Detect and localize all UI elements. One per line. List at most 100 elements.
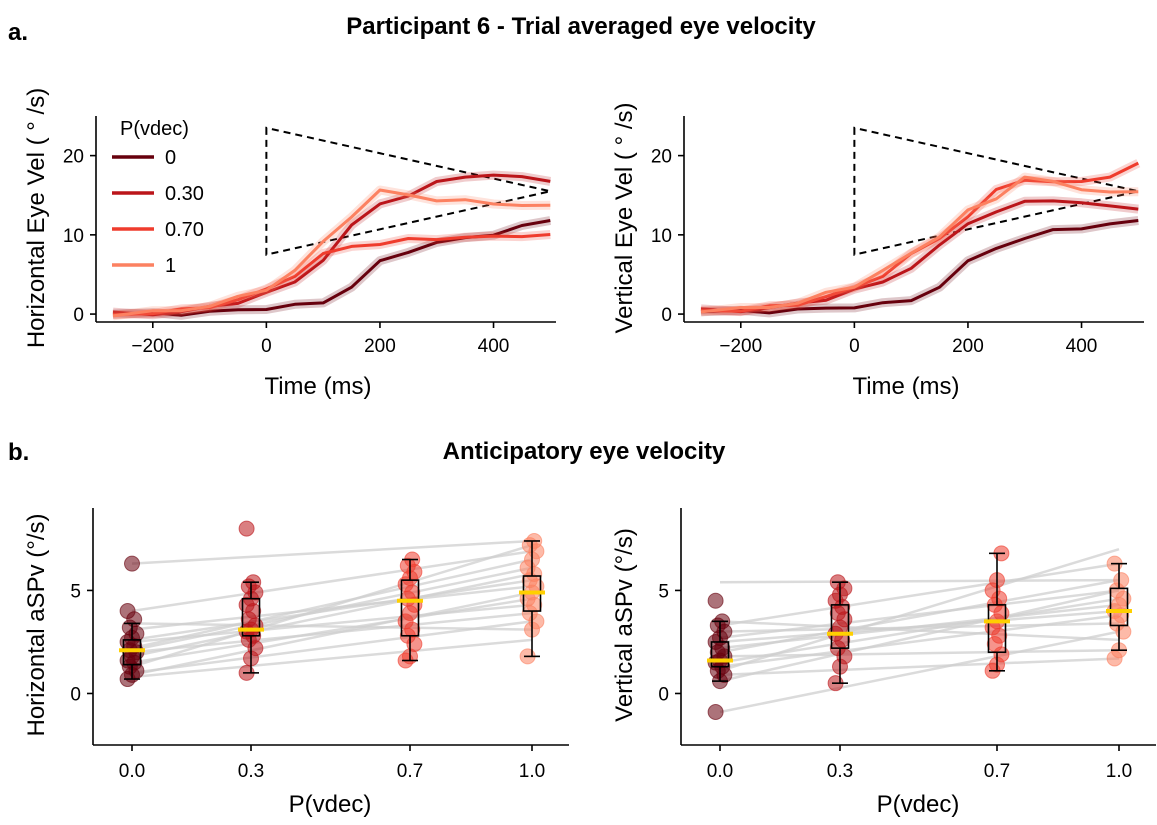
subject-line [719, 657, 1120, 677]
horizontal-velocity-lines [112, 170, 552, 321]
legend-label-0: 0 [165, 147, 176, 169]
y-tick-label: 10 [651, 226, 672, 247]
series-line-1 [700, 175, 1139, 314]
x-tick-label: 0 [849, 336, 860, 357]
y-tick-label: 20 [651, 147, 672, 168]
subject-line [719, 589, 1120, 640]
b-right-ylabel: Vertical aSPv (°/s) [611, 528, 638, 722]
box-iqr [241, 597, 261, 637]
legend-label-1: 1 [165, 255, 176, 277]
y-tick-label: 5 [658, 581, 669, 602]
legend-label-0.70: 0.70 [165, 219, 204, 241]
x-tick-label: −200 [719, 336, 762, 357]
series-line-1 [112, 188, 551, 318]
x-tick-label: 0.0 [119, 761, 145, 782]
data-point [1113, 572, 1130, 589]
subject-line [131, 550, 533, 613]
box-iqr [400, 579, 420, 637]
x-tick-label: 0.3 [827, 761, 853, 782]
legend-title: P(vdec) [120, 118, 189, 140]
y-tick-label: 0 [661, 305, 672, 326]
y-tick-label: 20 [63, 147, 84, 168]
panel-b-letter: b. [8, 439, 29, 466]
x-tick-label: 400 [478, 336, 510, 357]
vertical-aspv-marks [707, 545, 1132, 721]
x-tick-label: 200 [952, 336, 984, 357]
x-tick-label: 0.7 [984, 761, 1010, 782]
y-tick-label: 0 [70, 684, 81, 705]
vertical-velocity-lines [700, 159, 1141, 318]
box-iqr [987, 604, 1007, 654]
subject-line [131, 603, 533, 644]
data-point [238, 520, 255, 537]
panel-a-title: Participant 6 - Trial averaged eye veloc… [346, 13, 816, 40]
a-left-ylabel: Horizontal Eye Vel ( ° /s) [23, 88, 50, 348]
box-iqr [830, 604, 850, 649]
vertical-aspv-axes: 0.0 0.3 0.7 1.0 0 5 [658, 508, 1156, 782]
x-tick-label: 400 [1066, 336, 1098, 357]
box-iqr [1109, 587, 1129, 627]
legend: P(vdec) 0 0.30 0.70 1 [112, 118, 204, 277]
horizontal-aspv-axes: 0.0 0.3 0.7 1.0 0 5 [70, 508, 569, 782]
horizontal-aspv-marks [119, 520, 545, 688]
subject-line [131, 622, 533, 631]
subject-line [719, 648, 1120, 658]
y-tick-label: 0 [73, 305, 84, 326]
y-tick-label: 5 [70, 581, 81, 602]
x-tick-label: −200 [131, 336, 174, 357]
x-tick-label: 200 [364, 336, 396, 357]
x-tick-label: 1.0 [1106, 761, 1132, 782]
data-point [707, 704, 724, 721]
subject-line [719, 603, 1120, 650]
data-point [124, 555, 140, 572]
y-tick-label: 0 [658, 684, 669, 705]
subject-line [131, 585, 533, 631]
subject-line [131, 558, 533, 650]
subject-line [131, 638, 533, 679]
b-left-ylabel: Horizontal aSPv (°/s) [23, 514, 50, 737]
panel-a-letter: a. [8, 19, 28, 46]
subject-line [131, 572, 533, 658]
x-tick-label: 0.3 [238, 761, 264, 782]
dashed-triangle [265, 126, 551, 256]
a-right-ylabel: Vertical Eye Vel ( ° /s) [611, 102, 638, 333]
vertical-velocity-axes: −200 0 200 400 0 10 20 [651, 116, 1144, 357]
a-right-xlabel: Time (ms) [852, 373, 959, 400]
subject-line [719, 630, 1120, 714]
data-point [119, 603, 136, 620]
horizontal-aspv-plot: 0.0 0.3 0.7 1.0 0 5 P(vdec) Horizontal aSPv (… [23, 508, 569, 818]
subject-line [719, 578, 1120, 584]
b-left-xlabel: P(vdec) [289, 791, 372, 818]
subject-line [719, 562, 1120, 627]
series-line-0 [700, 219, 1139, 315]
subject-line [131, 611, 533, 654]
box-iqr [710, 641, 730, 668]
x-tick-label: 1.0 [519, 761, 545, 782]
subject-line [131, 620, 533, 675]
x-tick-label: 0 [261, 336, 272, 357]
subject-line [719, 548, 1120, 673]
x-tick-label: 0.7 [397, 761, 423, 782]
horizontal-dashed-triangle [265, 126, 551, 256]
subject-line [131, 539, 533, 565]
panel-b-title: Anticipatory eye velocity [443, 438, 726, 465]
legend-label-0.30: 0.30 [165, 183, 204, 205]
dashed-triangle [853, 126, 1139, 256]
subject-line [719, 613, 1120, 668]
x-tick-label: 0.0 [707, 761, 733, 782]
subject-line [719, 620, 1120, 642]
y-tick-label: 10 [63, 226, 84, 247]
box-iqr [122, 639, 142, 666]
subject-line [131, 597, 533, 664]
vertical-aspv-plot: 0.0 0.3 0.7 1.0 0 5 P(vdec) Vertical aSPv (°/… [611, 508, 1156, 818]
vertical-dashed-triangle [853, 126, 1139, 256]
vertical-velocity-plot: −200 0 200 400 0 10 20 Time (ms) Vertical Eye … [611, 102, 1144, 400]
a-left-xlabel: Time (ms) [264, 373, 371, 400]
b-right-xlabel: P(vdec) [877, 791, 960, 818]
subject-line [719, 589, 1120, 683]
data-point [707, 592, 724, 609]
subject-line [131, 578, 533, 642]
